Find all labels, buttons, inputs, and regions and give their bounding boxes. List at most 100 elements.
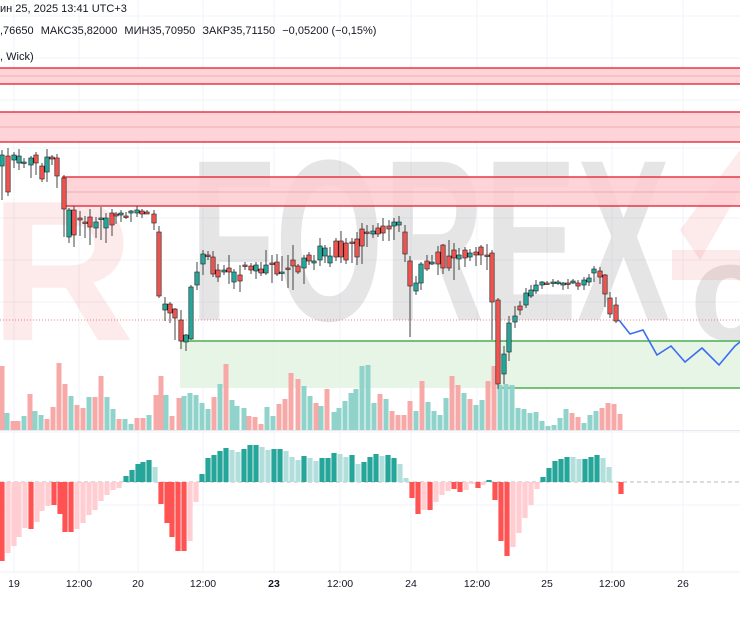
candle-down[interactable] bbox=[489, 252, 495, 303]
candle-up[interactable] bbox=[523, 292, 529, 306]
candle-up[interactable] bbox=[279, 271, 285, 274]
candle-down[interactable] bbox=[349, 241, 355, 244]
candle-down[interactable] bbox=[113, 213, 119, 217]
candle-down[interactable] bbox=[517, 305, 523, 311]
candle-up[interactable] bbox=[118, 212, 124, 216]
candle-up[interactable] bbox=[194, 271, 200, 286]
candle-down[interactable] bbox=[237, 274, 243, 282]
candle-down[interactable] bbox=[226, 267, 232, 273]
candle-down[interactable] bbox=[495, 299, 501, 385]
candle-up[interactable] bbox=[539, 281, 545, 286]
candle-up[interactable] bbox=[413, 282, 419, 292]
candle-up[interactable] bbox=[183, 334, 189, 343]
candle-down[interactable] bbox=[39, 165, 45, 180]
candle-down[interactable] bbox=[440, 244, 446, 269]
candle-up[interactable] bbox=[128, 210, 134, 214]
candle-down[interactable] bbox=[451, 249, 457, 259]
candle-up[interactable] bbox=[586, 277, 592, 283]
candle-down[interactable] bbox=[478, 246, 484, 256]
candle-down[interactable] bbox=[359, 228, 365, 247]
candle-down[interactable] bbox=[54, 157, 60, 177]
candle-up[interactable] bbox=[370, 230, 376, 235]
candle-up[interactable] bbox=[322, 247, 328, 257]
candle-up[interactable] bbox=[21, 161, 27, 164]
candle-down[interactable] bbox=[575, 282, 581, 287]
candle-up[interactable] bbox=[103, 217, 109, 229]
candle-down[interactable] bbox=[386, 225, 392, 230]
candle-down[interactable] bbox=[144, 211, 150, 215]
candle-up[interactable] bbox=[418, 263, 424, 284]
candle-down[interactable] bbox=[473, 251, 479, 256]
candle-down[interactable] bbox=[380, 225, 386, 234]
candle-up[interactable] bbox=[396, 221, 402, 226]
candle-up[interactable] bbox=[391, 221, 397, 227]
candle-down[interactable] bbox=[87, 216, 93, 228]
candle-down[interactable] bbox=[424, 260, 430, 270]
candle-down[interactable] bbox=[343, 242, 349, 261]
candle-up[interactable] bbox=[11, 154, 17, 161]
candle-down[interactable] bbox=[156, 231, 162, 297]
candle-down[interactable] bbox=[290, 259, 296, 267]
candle-down[interactable] bbox=[354, 238, 360, 258]
candle-up[interactable] bbox=[93, 221, 99, 229]
candle-up[interactable] bbox=[533, 284, 539, 292]
candle-up[interactable] bbox=[570, 280, 576, 284]
candle-up[interactable] bbox=[263, 264, 269, 274]
candle-up[interactable] bbox=[560, 282, 566, 286]
candle-down[interactable] bbox=[462, 249, 468, 259]
candle-down[interactable] bbox=[295, 265, 301, 273]
candle-up[interactable] bbox=[221, 269, 227, 273]
candle-down[interactable] bbox=[285, 267, 291, 270]
candle-down[interactable] bbox=[49, 156, 55, 160]
resistance-zone-3[interactable] bbox=[62, 177, 740, 206]
candle-down[interactable] bbox=[139, 210, 145, 215]
candle-up[interactable] bbox=[591, 268, 597, 274]
candle-down[interactable] bbox=[61, 177, 67, 210]
candle-up[interactable] bbox=[467, 252, 473, 258]
candle-down[interactable] bbox=[5, 155, 11, 193]
candle-down[interactable] bbox=[613, 304, 619, 322]
candle-down[interactable] bbox=[167, 303, 173, 314]
candle-up[interactable] bbox=[581, 279, 587, 286]
candle-up[interactable] bbox=[301, 257, 307, 269]
candle-down[interactable] bbox=[71, 209, 77, 236]
candle-down[interactable] bbox=[607, 297, 613, 315]
candle-down[interactable] bbox=[375, 227, 381, 235]
candle-down[interactable] bbox=[248, 265, 254, 271]
candle-down[interactable] bbox=[178, 319, 184, 342]
candle-up[interactable] bbox=[231, 271, 237, 283]
candle-down[interactable] bbox=[333, 240, 339, 258]
support-zone[interactable] bbox=[180, 341, 740, 388]
candle-down[interactable] bbox=[364, 231, 370, 234]
candle-down[interactable] bbox=[172, 308, 178, 319]
indicator-legend[interactable]: , Wick) bbox=[0, 51, 38, 63]
candle-up[interactable] bbox=[429, 261, 435, 265]
candle-down[interactable] bbox=[123, 215, 129, 218]
candle-up[interactable] bbox=[253, 264, 259, 272]
candle-down[interactable] bbox=[258, 268, 264, 274]
candle-down[interactable] bbox=[602, 274, 608, 295]
candle-down[interactable] bbox=[274, 261, 280, 275]
candle-down[interactable] bbox=[151, 213, 157, 224]
candle-down[interactable] bbox=[597, 270, 603, 278]
candle-up[interactable] bbox=[528, 289, 534, 297]
candle-down[interactable] bbox=[407, 260, 413, 287]
candle-down[interactable] bbox=[435, 251, 441, 265]
candle-up[interactable] bbox=[501, 353, 507, 375]
candle-down[interactable] bbox=[82, 221, 88, 224]
candle-up[interactable] bbox=[506, 322, 512, 353]
candle-down[interactable] bbox=[109, 212, 115, 226]
candle-down[interactable] bbox=[565, 282, 571, 285]
candle-down[interactable] bbox=[484, 254, 490, 257]
candle-up[interactable] bbox=[98, 217, 104, 220]
candle-up[interactable] bbox=[200, 253, 206, 265]
candle-up[interactable] bbox=[317, 245, 323, 261]
candle-up[interactable] bbox=[550, 281, 556, 284]
candle-up[interactable] bbox=[512, 315, 518, 323]
candle-up[interactable] bbox=[28, 157, 34, 166]
candle-down[interactable] bbox=[402, 231, 408, 255]
candle-down[interactable] bbox=[210, 256, 216, 275]
candle-up[interactable] bbox=[44, 156, 50, 173]
